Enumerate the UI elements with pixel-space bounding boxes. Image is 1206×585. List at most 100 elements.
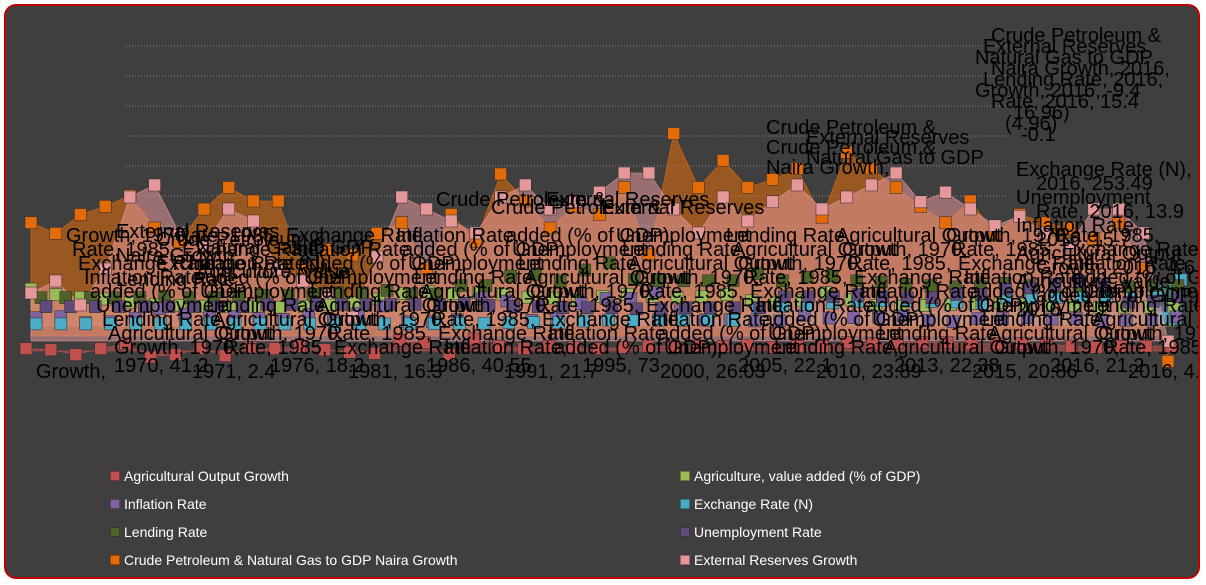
data-point-marker [169,348,182,361]
data-point-marker [1112,216,1125,229]
legend-item: Inflation Rate [110,496,207,512]
data-point-marker [720,288,733,301]
data-label: Unemployment [1080,281,1198,303]
data-label: Agricultural Output [628,253,794,275]
data-point-marker [428,317,441,330]
data-point-marker [642,248,656,262]
data-label: 1995, 73 [582,355,660,377]
data-label: Exchange Rate [438,323,575,345]
data-label: Unemployment [96,295,231,317]
data-point-marker [741,181,755,194]
data-label: Lending Rate, [414,267,539,289]
data-point-marker [173,226,186,240]
data-label: 1981, 16.3 [348,361,443,383]
data-point-marker [940,336,954,349]
data-point-marker [816,339,829,353]
data-label: Rate, 1985, [176,225,279,247]
data-point-marker [695,290,709,303]
data-point-marker [218,349,232,363]
data-point-marker [1038,226,1051,240]
data-point-marker [1065,339,1078,353]
data-point-marker [1114,339,1128,353]
data-point-marker [359,298,373,311]
data-point-marker [98,200,112,213]
data-point-marker [702,274,715,288]
data-point-marker [667,202,680,216]
data-point-marker [193,342,207,355]
data-label: 1970, 41.2 [114,355,209,377]
data-point-marker [815,202,829,216]
data-point-marker [1015,337,1028,351]
data-point-marker [773,314,786,328]
data-label: added (% of GDP), [1074,267,1198,289]
data-point-marker [825,269,839,283]
data-label: 1971, 2.4 [192,361,275,383]
data-label: Rate, 1985, [328,323,431,345]
data-label: Rate, 1985, [1104,337,1198,359]
data-point-marker [1073,275,1086,288]
data-point-marker [74,298,87,312]
data-point-marker [692,226,705,240]
data-label: Inflation Rate, [188,253,311,275]
data-label: 1976, 18.2 [270,355,365,377]
data-label: Lending Rate, [310,281,435,303]
data-label: Natural Gas to GDP [196,237,374,259]
data-label: added (% of GDP), [554,337,723,359]
data-label: Crude Petroleum & [766,117,937,139]
data-point-marker [581,301,594,314]
data-point-marker [642,166,656,180]
data-label: Lending Rate, [102,309,227,331]
data-point-marker [790,162,804,175]
data-point-marker [94,342,107,355]
data-label: External Reserves [806,127,969,149]
data-label: Unemployment [408,253,543,275]
data-point-marker [988,219,1002,233]
data-point-marker [666,339,680,353]
data-point-marker [542,339,555,353]
data-point-marker [458,297,471,310]
data-point-marker [1144,313,1158,327]
data-point-marker [138,300,151,313]
data-point-marker [346,310,359,324]
data-point-marker [212,300,225,313]
data-point-marker [875,275,888,289]
data-point-marker [384,298,397,311]
legend-swatch [110,555,120,565]
data-point-marker [1161,334,1175,348]
legend-label: Crude Petroleum & Natural Gas to GDP Nai… [124,552,458,568]
data-point-marker [395,216,409,229]
data-point-marker [605,301,619,314]
data-point-marker [477,316,491,330]
data-point-marker [552,316,565,329]
data-label: Agricultural Output [316,295,482,317]
data-point-marker [990,337,1004,351]
data-label: Crude Petroleum & [491,197,662,219]
data-point-marker [54,317,68,331]
data-point-marker [1087,202,1101,216]
data-point-marker [39,300,53,313]
data-point-marker [568,195,582,209]
data-label: Exchange Rate [958,253,1095,275]
data-label: Agriculture, value [196,261,351,283]
legend-item: Agricultural Output Growth [110,468,289,484]
data-point-marker [617,181,631,194]
data-label: Exchange Rate (N), [1016,159,1192,181]
data-label: Rate, 1985, [536,295,639,317]
data-label: Growth, 1970, [114,337,240,359]
data-point-marker [964,202,977,216]
data-point-marker [104,317,117,331]
legend-item: Lending Rate [110,524,207,540]
data-point-marker [253,317,267,331]
data-point-marker [751,267,765,280]
data-label: 2005, 22.1 [738,355,833,377]
data-point-marker [380,284,394,297]
data-point-marker [676,313,690,327]
data-label: Rate, 1985, [432,309,535,331]
data-point-marker [310,298,323,311]
data-point-marker [268,342,282,355]
data-label: Growth, 1970, [322,309,448,331]
data-label: Growth, 1970, [530,281,656,303]
data-label: 16.96) [1013,102,1070,124]
data-label: Naira Growth [116,245,234,267]
data-label: Agricultural Output [212,309,378,331]
